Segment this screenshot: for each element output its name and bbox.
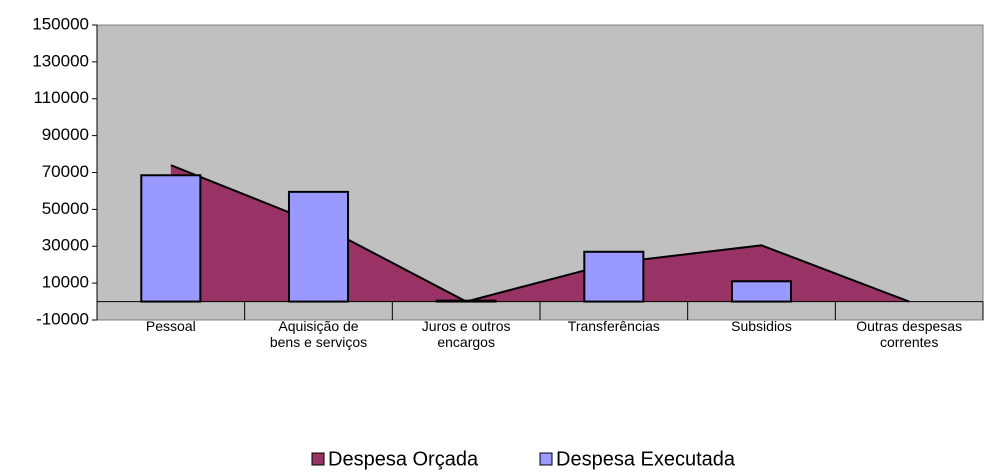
- x-tick-label: Outras despesas correntes: [856, 318, 963, 350]
- y-tick-label: 30000: [42, 236, 89, 255]
- y-tick-label: 50000: [42, 199, 89, 218]
- bar: [583, 250, 645, 303]
- legend-label: Despesa Orçada: [328, 448, 479, 470]
- x-tick-label: Aquisição de bens e serviços: [269, 318, 368, 350]
- area: [170, 165, 910, 302]
- legend-swatch: [539, 452, 553, 466]
- y-tick-label: 90000: [42, 125, 89, 144]
- bar: [730, 280, 793, 303]
- bar: [140, 174, 202, 303]
- legend-label: Despesa Executada: [556, 448, 736, 470]
- y-tick-label: 70000: [42, 162, 89, 181]
- y-tick-label: 150000: [32, 14, 89, 33]
- y-tick-label: 110000: [34, 88, 89, 107]
- y-tick-label: 10000: [42, 273, 89, 292]
- y-tick-label: -10000: [36, 309, 89, 328]
- legend-swatch: [311, 452, 325, 466]
- y-tick-label: 130000: [32, 51, 89, 70]
- x-tick-label: Subsidios: [731, 318, 792, 334]
- bar: [287, 190, 350, 303]
- x-tick-label: Juros e outros encargos: [421, 318, 511, 350]
- x-tick-label: Transferências: [567, 318, 660, 334]
- x-tick-label: Pessoal: [145, 318, 196, 334]
